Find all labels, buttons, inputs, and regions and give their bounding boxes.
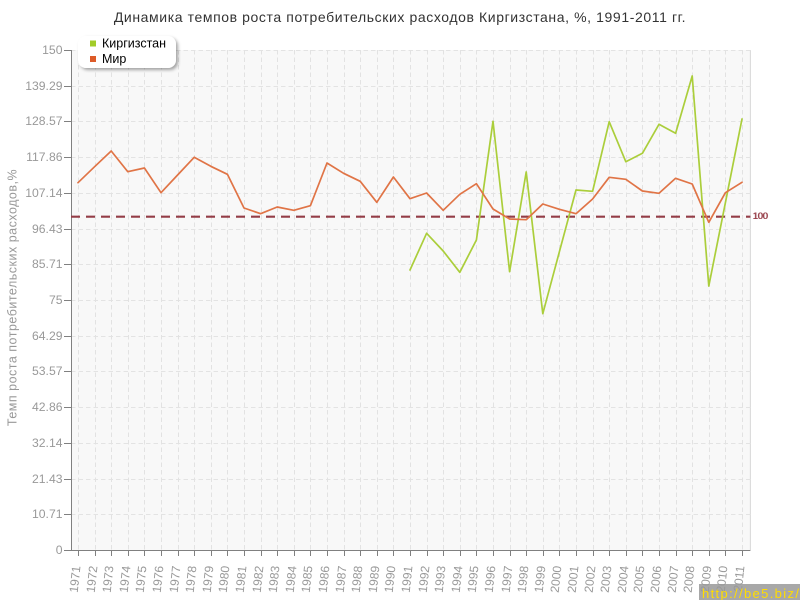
svg-text:21.43: 21.43: [32, 472, 63, 486]
svg-text:1983: 1983: [266, 565, 283, 593]
svg-text:85.71: 85.71: [32, 257, 63, 271]
svg-text:32.14: 32.14: [32, 436, 63, 450]
svg-text:1988: 1988: [349, 565, 366, 593]
svg-text:1995: 1995: [465, 565, 482, 593]
svg-text:1973: 1973: [100, 565, 117, 593]
svg-text:1997: 1997: [499, 565, 516, 593]
svg-text:1991: 1991: [399, 565, 416, 593]
svg-text:Темп роста потребительских рас: Темп роста потребительских расходов,%: [6, 169, 20, 426]
svg-text:1977: 1977: [167, 565, 184, 593]
svg-text:107.14: 107.14: [25, 186, 62, 200]
svg-text:1979: 1979: [200, 565, 217, 593]
svg-text:150: 150: [42, 43, 63, 57]
svg-text:1972: 1972: [84, 565, 101, 593]
svg-text:53.57: 53.57: [32, 364, 63, 378]
svg-text:2005: 2005: [631, 565, 648, 593]
svg-text:1984: 1984: [283, 565, 300, 593]
svg-text:1998: 1998: [515, 565, 532, 593]
svg-text:1990: 1990: [382, 565, 399, 593]
svg-text:117.86: 117.86: [26, 150, 63, 164]
svg-text:1992: 1992: [416, 565, 433, 593]
svg-text:1999: 1999: [532, 565, 549, 593]
svg-text:2011: 2011: [731, 565, 748, 593]
svg-text:1981: 1981: [233, 565, 250, 593]
svg-text:42.86: 42.86: [32, 400, 63, 414]
svg-text:64.29: 64.29: [32, 329, 63, 343]
svg-text:1985: 1985: [299, 565, 316, 593]
svg-text:1974: 1974: [117, 565, 134, 593]
svg-text:1986: 1986: [316, 565, 333, 593]
svg-text:Динамика темпов роста потребит: Динамика темпов роста потребительских ра…: [114, 9, 686, 25]
svg-text:2000: 2000: [548, 565, 565, 593]
svg-text:2006: 2006: [648, 565, 665, 593]
svg-text:1976: 1976: [150, 565, 167, 593]
svg-text:1982: 1982: [250, 565, 267, 593]
svg-text:2008: 2008: [681, 565, 698, 593]
svg-text:Киргизстан: Киргизстан: [102, 37, 166, 51]
svg-text:1989: 1989: [366, 565, 383, 593]
svg-text:1975: 1975: [133, 565, 150, 593]
svg-text:139.29: 139.29: [25, 79, 62, 93]
svg-text:2003: 2003: [598, 565, 615, 593]
svg-text:10.71: 10.71: [32, 507, 63, 521]
svg-text:1987: 1987: [333, 565, 350, 593]
svg-text:100: 100: [753, 211, 768, 222]
svg-text:1993: 1993: [432, 565, 449, 593]
svg-text:1980: 1980: [216, 565, 233, 593]
svg-text:2010: 2010: [714, 565, 731, 593]
svg-text:96.43: 96.43: [32, 222, 63, 236]
svg-text:2002: 2002: [582, 565, 599, 593]
svg-text:1994: 1994: [449, 565, 466, 593]
svg-text:Мир: Мир: [102, 52, 126, 66]
svg-text:0: 0: [56, 543, 63, 557]
svg-text:75: 75: [49, 293, 63, 307]
svg-text:1996: 1996: [482, 565, 499, 593]
svg-text:100: 100: [753, 211, 768, 222]
svg-text:128.57: 128.57: [25, 114, 62, 128]
svg-text:2001: 2001: [565, 565, 582, 593]
svg-text:2009: 2009: [698, 565, 715, 593]
svg-text:1971: 1971: [67, 565, 84, 593]
svg-text:2004: 2004: [615, 565, 632, 593]
svg-text:2007: 2007: [665, 565, 682, 593]
svg-text:1978: 1978: [183, 565, 200, 593]
